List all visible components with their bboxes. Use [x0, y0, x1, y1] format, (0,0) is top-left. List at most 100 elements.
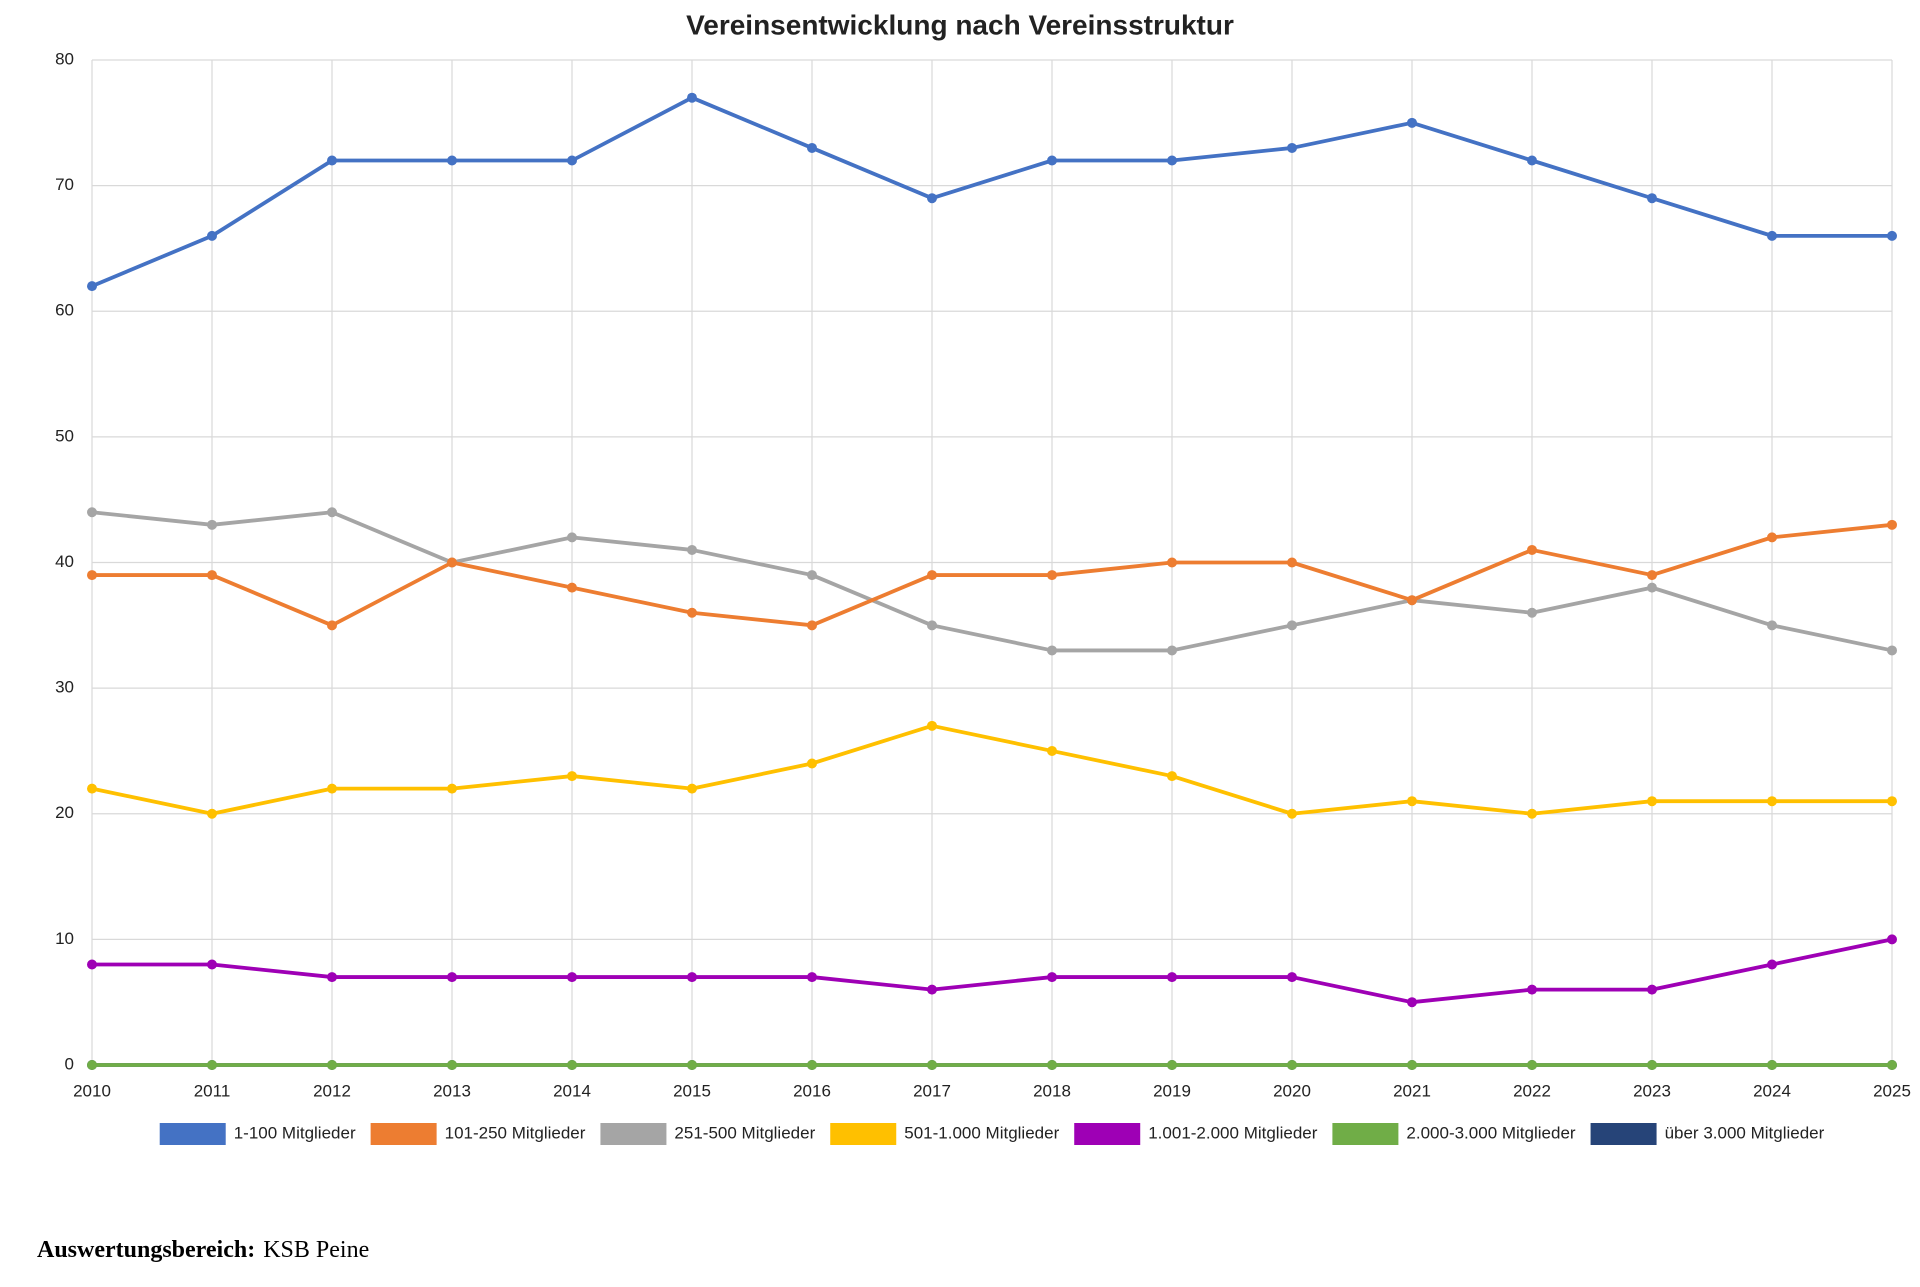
legend-label: 501-1.000 Mitglieder [904, 1123, 1059, 1142]
x-tick-label: 2013 [433, 1081, 471, 1100]
series-line [92, 522, 1893, 628]
y-tick-label: 20 [55, 803, 74, 822]
data-point [927, 570, 937, 581]
y-tick-label: 10 [55, 929, 74, 948]
data-point [1647, 984, 1657, 995]
x-tick-label: 2015 [673, 1081, 711, 1100]
data-point [687, 783, 697, 794]
y-tick-label: 0 [65, 1054, 74, 1073]
data-point [1647, 193, 1657, 204]
data-point [327, 972, 337, 983]
data-point [1767, 959, 1777, 970]
y-tick-label: 40 [55, 552, 74, 571]
series-line [91, 95, 1892, 288]
data-point [1767, 532, 1777, 543]
data-point [1047, 570, 1057, 581]
data-point [1887, 796, 1897, 807]
x-tick-label: 2019 [1153, 1081, 1191, 1100]
data-point [567, 532, 577, 543]
data-point [1167, 155, 1177, 166]
data-point [327, 507, 337, 518]
y-tick-label: 50 [55, 426, 74, 445]
legend-swatch [600, 1123, 667, 1145]
footer-label: Auswertungsbereich: [37, 1237, 255, 1263]
data-point [207, 1060, 217, 1070]
x-tick-label: 2024 [1753, 1081, 1791, 1100]
data-point [1887, 230, 1897, 241]
data-point [1407, 997, 1417, 1008]
data-point [1887, 934, 1897, 945]
data-point [567, 771, 577, 782]
data-point [1527, 1060, 1537, 1070]
series-line [92, 937, 1893, 1005]
data-point [327, 783, 337, 794]
data-point [1047, 745, 1057, 756]
data-point [447, 972, 457, 983]
legend-label: 1.001-2.000 Mitglieder [1148, 1123, 1318, 1142]
data-point [87, 1060, 97, 1070]
legend-label: 101-250 Mitglieder [445, 1123, 586, 1142]
data-point [687, 607, 697, 618]
legend-swatch [830, 1123, 897, 1145]
data-point [1527, 607, 1537, 618]
data-point [1647, 582, 1657, 593]
data-point [1167, 771, 1177, 782]
legend-swatch [159, 1123, 226, 1145]
data-point [1047, 155, 1057, 166]
data-point [207, 808, 217, 819]
data-point [207, 959, 217, 970]
data-point [807, 570, 817, 581]
data-point [1407, 796, 1417, 807]
data-point [1767, 230, 1777, 241]
data-point [1407, 117, 1417, 128]
data-point [447, 783, 457, 794]
y-tick-label: 70 [55, 175, 74, 194]
data-point [567, 582, 577, 593]
data-point [927, 620, 937, 631]
legend-label: 251-500 Mitglieder [674, 1123, 815, 1142]
data-point [1527, 544, 1537, 555]
data-point [927, 193, 937, 204]
data-point [1407, 595, 1417, 606]
data-point [687, 1060, 697, 1070]
data-point [207, 570, 217, 581]
data-point [1887, 519, 1897, 530]
data-point [1167, 1060, 1177, 1070]
x-tick-label: 2016 [793, 1081, 831, 1100]
data-point [327, 155, 337, 166]
legend-swatch [370, 1123, 437, 1145]
data-point [567, 972, 577, 983]
data-point [87, 570, 97, 581]
data-point [1527, 984, 1537, 995]
data-point [1647, 1060, 1657, 1070]
data-point [87, 507, 97, 518]
data-point [1287, 557, 1297, 568]
data-point [807, 1060, 817, 1070]
legend-swatch [1074, 1123, 1141, 1145]
data-point [567, 155, 577, 166]
data-point [1287, 808, 1297, 819]
y-tick-label: 80 [55, 49, 74, 68]
data-point [87, 783, 97, 794]
data-point [327, 620, 337, 631]
x-tick-label: 2025 [1873, 1081, 1911, 1100]
x-tick-label: 2014 [553, 1081, 591, 1100]
data-point [87, 959, 97, 970]
footer-value: KSB Peine [263, 1237, 369, 1263]
data-point [807, 620, 817, 631]
x-tick-label: 2011 [194, 1081, 231, 1100]
data-point [447, 557, 457, 568]
data-point [687, 92, 697, 103]
data-point [807, 142, 817, 153]
x-tick-label: 2010 [73, 1081, 111, 1100]
data-point [1287, 972, 1297, 983]
series-line [91, 510, 1893, 653]
legend-label: über 3.000 Mitglieder [1665, 1123, 1825, 1142]
data-point [1287, 1060, 1297, 1070]
x-tick-label: 2017 [913, 1081, 951, 1100]
y-tick-label: 30 [55, 678, 74, 697]
footer: Auswertungsbereich: KSB Peine [37, 1237, 369, 1263]
legend-label: 2.000-3.000 Mitglieder [1406, 1123, 1576, 1142]
data-point [1167, 972, 1177, 983]
